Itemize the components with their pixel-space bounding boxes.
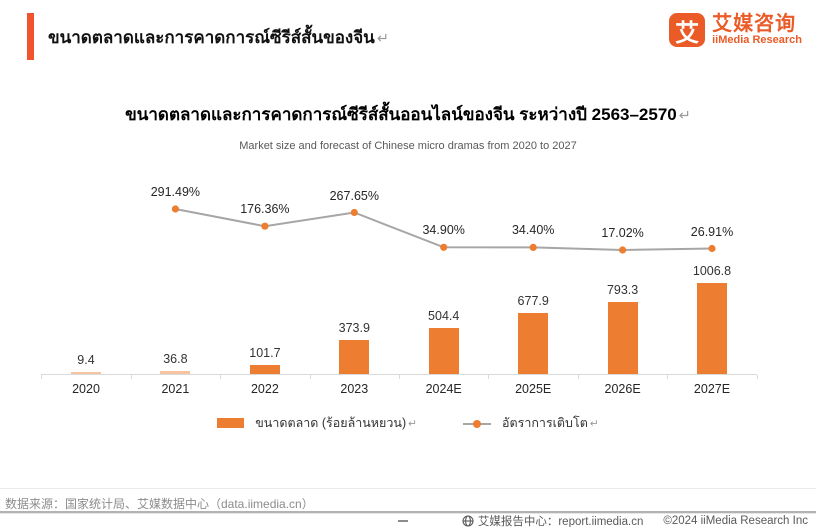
heading-accent-bar xyxy=(27,13,34,60)
bar xyxy=(697,283,727,374)
footer-bar: 艾媒报告中心：report.iimedia.cn ©2024 iiMedia R… xyxy=(0,514,816,527)
page-title: ขนาดตลาดและการคาดการณ์ซีรีส์สั้นของจีน ↵ xyxy=(48,24,389,51)
legend-item-growth-rate: อัตราการเติบโต ↵ xyxy=(463,413,599,433)
x-axis-tick xyxy=(756,375,758,379)
report-center-text: 艾媒报告中心：report.iimedia.cn xyxy=(477,515,644,527)
line-legend-swatch xyxy=(463,419,491,428)
x-axis-tick xyxy=(130,375,132,379)
bar xyxy=(249,365,280,374)
bar-value-label: 101.7 xyxy=(249,346,281,360)
growth-rate-label: 34.40% xyxy=(511,223,555,238)
return-mark-icon: ↵ xyxy=(408,418,417,430)
return-mark-icon: ↵ xyxy=(678,108,691,124)
iimedia-logo-text: 艾媒咨询 iiMedia Research xyxy=(712,14,802,47)
bar xyxy=(518,313,549,374)
growth-point xyxy=(440,243,448,251)
legend-line-dot xyxy=(473,419,481,428)
growth-point xyxy=(529,243,537,251)
x-axis-label: 2024E xyxy=(425,382,462,396)
x-axis-tick xyxy=(488,375,490,379)
growth-rate-label: 34.90% xyxy=(422,223,465,238)
growth-rate-label: 26.91% xyxy=(690,224,734,239)
page-title-text: ขนาดตลาดและการคาดการณ์ซีรีส์สั้นของจีน xyxy=(48,28,375,47)
footer-separator-thin xyxy=(0,488,816,489)
footer-separator-thick xyxy=(0,511,816,513)
chart-title: ขนาดตลาดและการคาดการณ์ซีรีส์สั้นออนไลน์ข… xyxy=(0,101,816,128)
bar-value-label: 373.9 xyxy=(338,321,370,335)
x-axis-label: 2020 xyxy=(72,382,100,396)
x-axis-tick xyxy=(577,375,579,379)
growth-point xyxy=(619,246,627,254)
logo-name-cn: 艾媒咨询 xyxy=(712,12,797,35)
bar-value-label: 36.8 xyxy=(163,352,188,366)
growth-rate-label: 267.65% xyxy=(329,188,379,203)
bar-value-label: 504.4 xyxy=(428,309,460,323)
globe-icon xyxy=(462,514,474,527)
legend-label: ขนาดตลาด (ร้อยล้านหยวน) ↵ xyxy=(255,416,417,430)
chart-title-text: ขนาดตลาดและการคาดการณ์ซีรีส์สั้นออนไลน์ข… xyxy=(125,105,677,124)
return-mark-icon: ↵ xyxy=(589,418,599,430)
x-axis-tick xyxy=(41,375,43,379)
iimedia-logo: 艾 艾媒咨询 iiMedia Research xyxy=(669,13,802,47)
chart-subtitle: Market size and forecast of Chinese micr… xyxy=(239,140,577,152)
growth-point xyxy=(708,244,716,253)
bar-legend-swatch xyxy=(217,418,245,428)
growth-point xyxy=(350,208,358,217)
copyright-text: ©2024 iiMedia Research Inc xyxy=(663,514,808,527)
growth-rate-label: 17.02% xyxy=(601,226,644,240)
iimedia-logo-icon: 艾 xyxy=(669,13,706,47)
x-axis-tick xyxy=(667,375,669,379)
bar-value-label: 677.9 xyxy=(517,294,549,308)
bar xyxy=(607,302,638,374)
x-axis-label: 2022 xyxy=(250,382,279,396)
growth-rate-label: 291.49% xyxy=(150,185,201,199)
x-axis-label: 2025E xyxy=(515,382,552,396)
x-axis-tick xyxy=(399,375,400,379)
page-indicator-dash xyxy=(398,520,408,522)
chart-legend: ขนาดตลาด (ร้อยล้านหยวน) ↵ อัตราการเติบโต ↵ xyxy=(0,413,816,433)
logo-name-en: iiMedia Research xyxy=(712,33,802,46)
x-axis-label: 2021 xyxy=(161,382,190,396)
return-mark-icon: ↵ xyxy=(376,31,389,47)
report-center-link: 艾媒报告中心：report.iimedia.cn xyxy=(462,513,644,527)
growth-point xyxy=(171,205,179,213)
legend-item-market-size: ขนาดตลาด (ร้อยล้านหยวน) ↵ xyxy=(217,413,417,433)
bar xyxy=(71,372,101,374)
x-axis-label: 2023 xyxy=(340,382,369,396)
x-axis-tick xyxy=(220,375,222,379)
data-source-note: 数据来源：国家统计局、艾媒数据中心（data.iimedia.cn） xyxy=(5,497,314,511)
bar-value-label: 793.3 xyxy=(606,283,639,297)
bar xyxy=(339,340,370,374)
growth-point xyxy=(261,222,269,230)
bar xyxy=(428,328,459,374)
x-axis-tick xyxy=(309,375,311,379)
x-axis-label: 2027E xyxy=(693,382,731,396)
legend-label: อัตราการเติบโต ↵ xyxy=(502,416,599,430)
x-axis-label: 2026E xyxy=(604,382,641,396)
bar-value-label: 9.4 xyxy=(77,353,95,367)
growth-rate-label: 176.36% xyxy=(240,202,290,217)
bar-value-label: 1006.8 xyxy=(692,264,732,278)
bar xyxy=(160,371,191,374)
x-axis-line xyxy=(41,374,757,375)
